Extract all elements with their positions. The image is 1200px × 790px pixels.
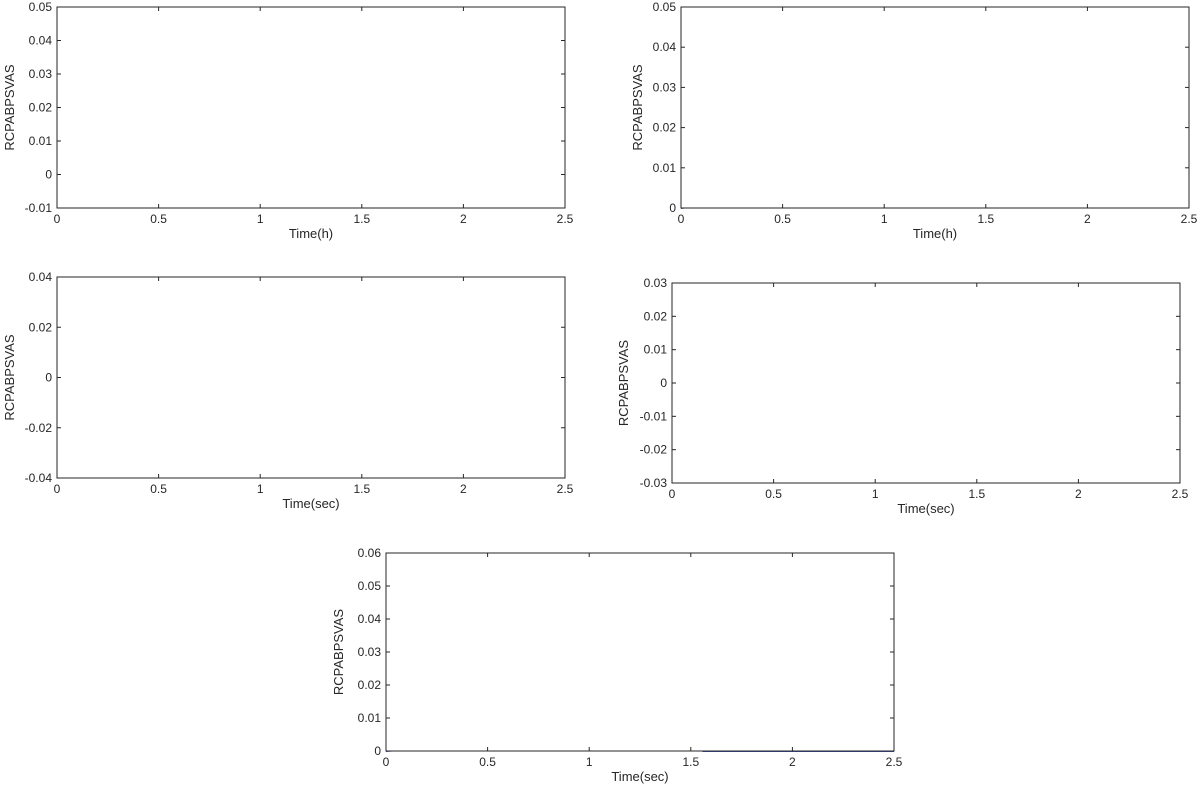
x-tick-label: 1 xyxy=(872,487,879,501)
y-tick-label: 0.03 xyxy=(653,80,677,94)
y-tick-label: 0.01 xyxy=(653,161,677,175)
plot-frame xyxy=(56,276,566,479)
x-tick-label: 2.5 xyxy=(557,482,574,496)
x-tick-label: 1.5 xyxy=(353,482,370,496)
x-tick-label: 2 xyxy=(789,755,796,769)
y-tick-label: 0.02 xyxy=(644,309,668,323)
plot-frame xyxy=(671,282,1181,484)
y-tick-label: 0.01 xyxy=(644,343,668,357)
x-tick-label: 0.5 xyxy=(150,482,167,496)
x-tick-label: 0.5 xyxy=(150,212,167,226)
x-tick-label: 0.5 xyxy=(479,755,496,769)
y-tick-label: 0.04 xyxy=(653,40,677,54)
y-tick-label: 0 xyxy=(669,201,676,215)
x-tick-label: 1 xyxy=(257,212,264,226)
chart-panel-2: 0 0.5 1 1.5 2 2.5 0 0.01 0.02 0.03 0.04 0.05 Time(h)… xyxy=(630,0,1198,241)
y-axis-label: RCPABPSVAS xyxy=(2,64,17,151)
x-tick-label: 1 xyxy=(257,482,264,496)
x-tick-label: 1.5 xyxy=(682,755,699,769)
y-tick-label: -0.02 xyxy=(25,421,53,435)
x-tick-label: 2 xyxy=(1075,487,1082,501)
y-tick-label: 0.02 xyxy=(29,101,53,115)
x-tick-label: 1.5 xyxy=(968,487,985,501)
y-tick-label: 0.05 xyxy=(653,0,677,14)
plot-frame xyxy=(680,6,1190,209)
y-tick-label: -0.01 xyxy=(640,409,668,423)
x-axis-label: Time(h) xyxy=(913,226,957,241)
y-tick-label: 0.02 xyxy=(358,678,382,692)
y-axis-label: RCPABPSVAS xyxy=(331,609,346,696)
x-tick-label: 0 xyxy=(678,212,685,226)
y-tick-label: 0.04 xyxy=(358,612,382,626)
y-tick-label: -0.01 xyxy=(25,201,53,215)
x-tick-label: 1 xyxy=(881,212,888,226)
y-tick-label: 0.05 xyxy=(358,579,382,593)
y-tick-label: 0.01 xyxy=(29,134,53,148)
y-tick-label: -0.02 xyxy=(640,443,668,457)
x-tick-label: 0 xyxy=(669,487,676,501)
y-axis-label: RCPABPSVAS xyxy=(616,340,631,427)
y-tick-label: 0.04 xyxy=(29,34,53,48)
chart-panel-1: 0 0.5 1 1.5 2 2.5-0.0100.010.020.030.040.05Ti… xyxy=(2,0,574,241)
x-tick-label: 0.5 xyxy=(765,487,782,501)
x-tick-label: 0 xyxy=(383,755,390,769)
x-tick-label: 2.5 xyxy=(886,755,903,769)
y-tick-label: 0.06 xyxy=(358,546,382,560)
x-tick-label: 1.5 xyxy=(977,212,994,226)
x-tick-label: 2.5 xyxy=(1181,212,1198,226)
x-tick-label: 0 xyxy=(54,212,61,226)
chart-panel-4: 0 0.5 1 1.5 2 2.5 -0.03 -0.02 -0.01 0 0.01 0.02 0.03… xyxy=(616,276,1189,516)
x-tick-label: 2 xyxy=(460,212,467,226)
x-axis-label: Time(sec) xyxy=(897,501,954,516)
y-tick-label: 0.05 xyxy=(29,0,53,14)
x-tick-label: 2 xyxy=(1084,212,1091,226)
y-tick-label: 0.03 xyxy=(29,67,53,81)
y-tick-label: 0 xyxy=(374,744,381,758)
x-tick-label: 0 xyxy=(54,482,61,496)
plot-frame xyxy=(56,6,566,209)
y-tick-label: -0.03 xyxy=(640,476,668,490)
y-tick-label: 0 xyxy=(45,168,52,182)
plot-frame xyxy=(385,552,895,752)
x-tick-label: 0.5 xyxy=(774,212,791,226)
y-axis-label: RCPABPSVAS xyxy=(2,334,17,421)
x-tick-label: 2 xyxy=(460,482,467,496)
y-tick-label: 0 xyxy=(660,376,667,390)
chart-panel-5: 0 0.5 1 1.5 2 2.5 0 0.01 0.02 0.03 0.04 0.05 0.06 Tim… xyxy=(331,546,903,784)
x-tick-label: 2.5 xyxy=(557,212,574,226)
y-tick-label: 0.03 xyxy=(358,645,382,659)
x-axis-label: Time(h) xyxy=(289,226,333,241)
y-tick-label: 0.04 xyxy=(29,270,53,284)
x-axis-label: Time(sec) xyxy=(282,496,339,511)
y-tick-label: 0.03 xyxy=(644,276,668,290)
x-tick-label: 1.5 xyxy=(353,212,370,226)
y-axis-label: RCPABPSVAS xyxy=(630,64,645,151)
chart-panel-3: 0 0.5 1 1.5 2 2.5 -0.04 -0.02 0 0.02 0.04 Time(sec)… xyxy=(2,270,574,511)
y-tick-label: -0.04 xyxy=(25,471,53,485)
x-tick-label: 1 xyxy=(586,755,593,769)
x-tick-label: 2.5 xyxy=(1172,487,1189,501)
x-axis-label: Time(sec) xyxy=(611,769,668,784)
y-tick-label: 0.02 xyxy=(653,121,677,135)
y-tick-label: 0.01 xyxy=(358,711,382,725)
y-tick-label: 0.02 xyxy=(29,320,53,334)
y-tick-label: 0 xyxy=(45,371,52,385)
